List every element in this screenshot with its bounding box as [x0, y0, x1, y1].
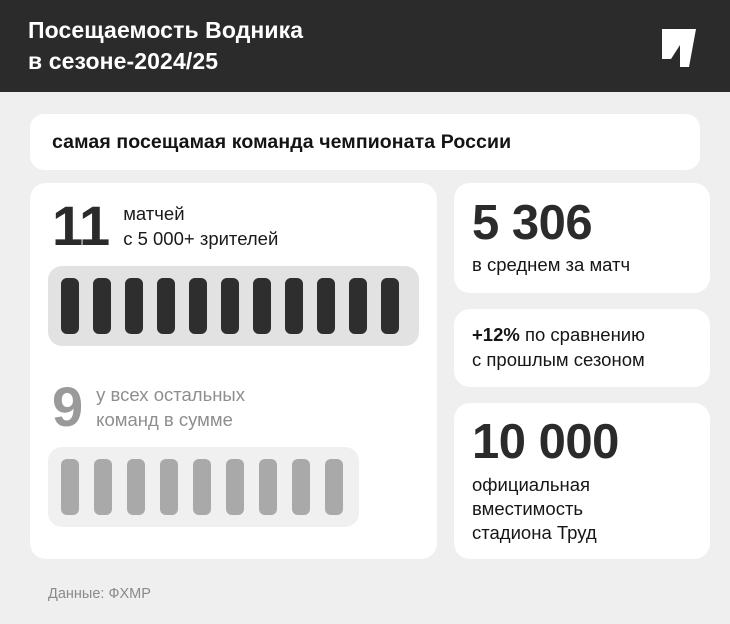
bar-item	[325, 459, 343, 516]
vodnik-bar-chart	[48, 266, 419, 347]
bar-item	[94, 459, 112, 516]
subtitle-banner: самая посещамая команда чемпионата Росси…	[30, 114, 700, 170]
stadium-capacity-label: официальная вместимость стадиона Труд	[472, 473, 597, 543]
average-attendance-label: в среднем за матч	[472, 253, 631, 275]
bar-item	[381, 278, 399, 335]
bar-item	[253, 278, 271, 335]
others-bar-chart	[48, 447, 359, 528]
bar-item	[93, 278, 111, 335]
bar-item	[61, 278, 79, 335]
bar-item	[189, 278, 207, 335]
stat-row-others: 9 у всех остальных команд в сумме	[48, 375, 419, 439]
vodnik-match-count: 11	[52, 194, 110, 257]
subtitle-text: самая посещамая команда чемпионата Росси…	[52, 130, 512, 153]
bar-item	[127, 459, 145, 516]
stadium-capacity-card: 10 000 официальная вместимость стадиона …	[454, 403, 710, 559]
page-title: Посещаемость Водника в сезоне-2024/25	[28, 17, 304, 74]
average-attendance-card: 5 306 в среднем за матч	[454, 183, 710, 293]
header-bar: Посещаемость Водника в сезоне-2024/25	[0, 0, 730, 92]
growth-card: +12% по сравнению с прошлым сезоном	[454, 309, 710, 387]
growth-label: по сравнению с прошлым сезоном	[472, 324, 646, 370]
bar-item	[285, 278, 303, 335]
others-match-count: 9	[52, 375, 83, 439]
growth-percent: +12%	[472, 324, 520, 346]
bar-item	[259, 459, 277, 516]
bar-item	[317, 278, 335, 335]
stat-row-vodnik: 11 матчей с 5 000+ зрителей	[48, 194, 419, 257]
stats-column: 5 306 в среднем за матч +12% по сравнени…	[454, 183, 710, 559]
bar-item	[292, 459, 310, 516]
bar-item	[226, 459, 244, 516]
bar-item	[125, 278, 143, 335]
vodnik-match-label: матчей с 5 000+ зрителей	[123, 202, 279, 249]
vedomosti-sport-logo-icon	[656, 21, 702, 71]
bar-item	[61, 459, 79, 516]
source-note: Данные: ФХМР	[48, 586, 151, 602]
bar-item	[193, 459, 211, 516]
growth-text: +12% по сравнению с прошлым сезоном	[472, 323, 645, 372]
stadium-capacity-value: 10 000	[472, 415, 619, 470]
matches-card: 11 матчей с 5 000+ зрителей 9 у всех ост…	[30, 183, 437, 559]
bar-item	[160, 459, 178, 516]
others-match-label: у всех остальных команд в сумме	[96, 384, 245, 430]
bar-item	[157, 278, 175, 335]
bar-item	[221, 278, 239, 335]
bar-item	[349, 278, 367, 335]
average-attendance-value: 5 306	[472, 195, 593, 250]
